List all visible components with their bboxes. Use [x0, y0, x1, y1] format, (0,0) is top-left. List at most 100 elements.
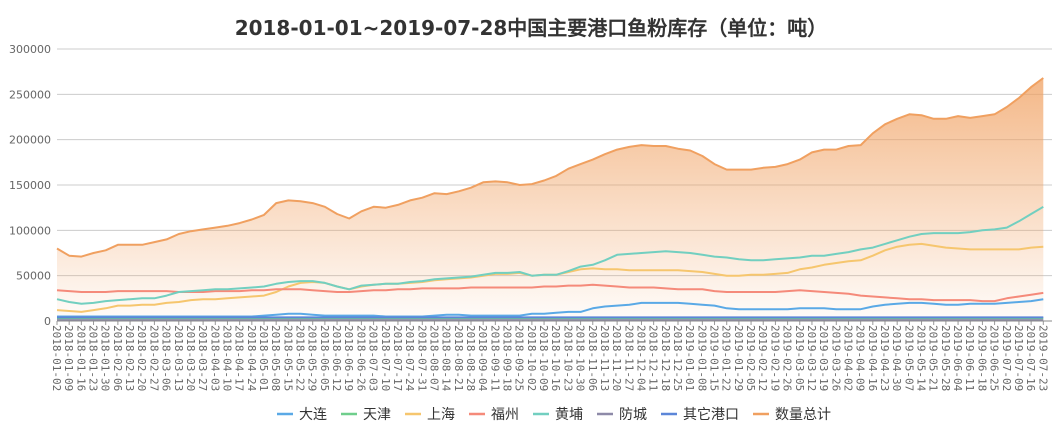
- x-tick-label: 2019-03-19: [817, 325, 830, 391]
- x-tick-label: 2018-03-20: [184, 325, 197, 391]
- x-tick-label: 2019-04-02: [841, 325, 854, 391]
- x-tick-label: 2018-10-23: [561, 325, 574, 391]
- x-tick-label: 2018-02-13: [123, 325, 136, 391]
- x-tick-label: 2018-06-12: [330, 325, 343, 391]
- legend-item[interactable]: 黄埔: [533, 406, 583, 423]
- legend-item[interactable]: 数量总计: [753, 407, 831, 423]
- x-tick-label: 2019-06-25: [988, 325, 1001, 391]
- x-tick-label: 2018-10-16: [549, 325, 562, 391]
- y-tick-label: 100000: [9, 224, 51, 237]
- x-tick-label: 2019-04-23: [878, 325, 891, 391]
- x-tick-label: 2018-08-28: [464, 325, 477, 391]
- y-tick-label: 150000: [9, 179, 51, 192]
- x-tick-label: 2019-03-12: [805, 325, 818, 391]
- x-tick-label: 2019-07-23: [1036, 325, 1049, 391]
- series-line-3: [56, 283, 1044, 303]
- legend-label: 天津: [363, 407, 391, 423]
- x-tick-label: 2018-02-06: [111, 325, 124, 391]
- x-tick-label: 2018-03-13: [172, 325, 185, 391]
- x-tick-label: 2018-02-27: [147, 325, 160, 391]
- x-tick-label: 2018-07-31: [415, 325, 428, 391]
- x-tick-label: 2018-11-20: [610, 325, 623, 391]
- x-tick-label: 2018-07-17: [391, 325, 404, 391]
- x-tick-label: 2018-08-07: [427, 325, 440, 391]
- x-tick-label: 2018-04-10: [220, 325, 233, 391]
- total-area: [57, 78, 1044, 321]
- x-tick-label: 2019-02-05: [744, 325, 757, 391]
- x-tick-label: 2018-07-24: [403, 325, 416, 392]
- y-tick-label: 250000: [9, 88, 51, 101]
- x-tick-label: 2018-04-17: [233, 325, 246, 391]
- legend-item[interactable]: 大连: [277, 407, 327, 423]
- legend-item[interactable]: 其它港口: [661, 406, 739, 423]
- x-tick-label: 2018-06-26: [354, 325, 367, 391]
- x-tick-label: 2018-12-04: [634, 325, 647, 392]
- legend-item[interactable]: 防城: [597, 407, 647, 423]
- x-tick-label: 2018-01-02: [50, 325, 63, 391]
- x-tick-label: 2018-11-27: [622, 325, 635, 391]
- x-tick-label: 2019-05-07: [902, 325, 915, 391]
- legend-label: 大连: [299, 407, 327, 423]
- x-tick-label: 2019-01-22: [720, 325, 733, 391]
- y-tick-label: 0: [44, 315, 51, 328]
- x-tick-label: 2018-10-02: [525, 325, 538, 391]
- x-tick-label: 2018-08-21: [452, 325, 465, 391]
- x-tick-label: 2018-07-03: [367, 325, 380, 391]
- x-tick-label: 2019-03-05: [793, 325, 806, 391]
- x-tick-label: 2018-05-29: [306, 325, 319, 391]
- y-tick-label: 50000: [16, 270, 51, 283]
- x-tick-label: 2018-05-22: [294, 325, 307, 391]
- x-tick-label: 2018-05-08: [269, 325, 282, 391]
- x-tick-label: 2019-02-19: [768, 325, 781, 391]
- x-tick-label: 2018-02-20: [135, 325, 148, 391]
- series-line-4: [56, 205, 1044, 305]
- legend-item[interactable]: 上海: [405, 407, 455, 423]
- legend-label: 其它港口: [683, 406, 739, 423]
- x-tick-label: 2019-01-08: [695, 325, 708, 391]
- x-tick-label: 2019-06-04: [951, 325, 964, 392]
- x-tick-label: 2018-03-06: [160, 325, 173, 391]
- y-tick-label: 300000: [9, 43, 51, 56]
- x-tick-label: 2018-01-23: [87, 325, 100, 391]
- legend-item[interactable]: 天津: [341, 407, 391, 423]
- x-tick-label: 2019-07-09: [1012, 325, 1025, 391]
- x-tick-label: 2019-06-18: [975, 325, 988, 391]
- x-tick-label: 2018-12-18: [659, 325, 672, 391]
- x-tick-label: 2018-03-27: [196, 325, 209, 391]
- x-tick-label: 2018-04-24: [245, 325, 258, 392]
- x-tick-label: 2018-07-10: [379, 325, 392, 391]
- legend-label: 数量总计: [775, 407, 831, 423]
- x-tick-label: 2018-12-11: [647, 325, 660, 391]
- x-tick-label: 2019-05-14: [915, 325, 928, 392]
- x-tick-label: 2018-04-03: [208, 325, 221, 391]
- x-tick-label: 2018-05-15: [281, 325, 294, 391]
- x-tick-label: 2018-12-25: [671, 325, 684, 391]
- x-tick-label: 2018-09-18: [501, 325, 514, 391]
- x-tick-label: 2019-01-01: [683, 325, 696, 391]
- x-tick-label: 2019-06-11: [963, 325, 976, 391]
- x-tick-label: 2019-04-30: [890, 325, 903, 391]
- legend-label: 防城: [619, 407, 647, 423]
- y-tick-label: 200000: [9, 134, 51, 147]
- x-tick-label: 2019-05-21: [927, 325, 940, 391]
- x-tick-label: 2018-08-14: [440, 325, 453, 392]
- x-tick-label: 2018-09-11: [488, 325, 501, 391]
- x-tick-label: 2018-01-16: [74, 325, 87, 391]
- x-tick-label: 2019-01-15: [708, 325, 721, 391]
- x-tick-label: 2019-03-26: [829, 325, 842, 391]
- x-tick-label: 2018-06-05: [318, 325, 331, 391]
- x-tick-label: 2018-10-09: [537, 325, 550, 391]
- x-tick-label: 2018-01-09: [62, 325, 75, 391]
- x-tick-label: 2018-11-13: [598, 325, 611, 391]
- legend-label: 黄埔: [555, 406, 583, 423]
- x-tick-label: 2019-07-16: [1024, 325, 1037, 391]
- x-tick-label: 2019-04-09: [854, 325, 867, 391]
- x-tick-label: 2019-02-26: [781, 325, 794, 391]
- x-tick-label: 2018-09-25: [513, 325, 526, 391]
- x-tick-label: 2019-02-12: [756, 325, 769, 391]
- x-tick-label: 2018-05-01: [257, 325, 270, 391]
- x-tick-label: 2018-01-30: [99, 325, 112, 391]
- x-tick-label: 2019-01-29: [732, 325, 745, 391]
- legend-item[interactable]: 福州: [469, 407, 519, 423]
